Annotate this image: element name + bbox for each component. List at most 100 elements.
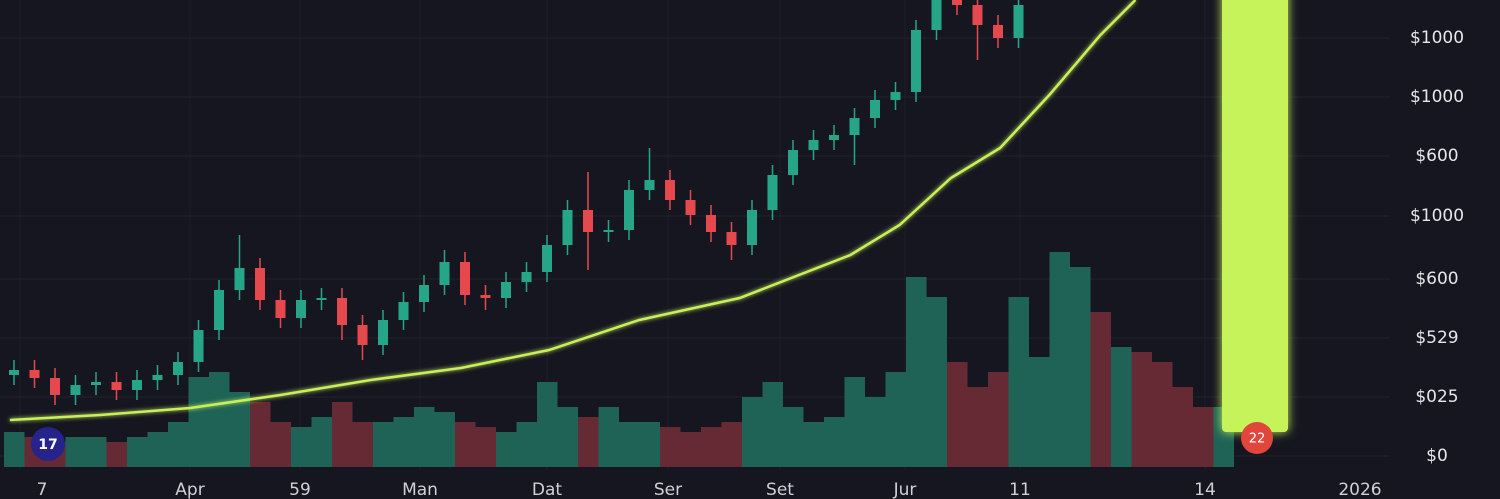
volume-bar [701, 427, 722, 467]
candle-body [398, 302, 409, 320]
volume-bar [1029, 357, 1050, 467]
volume-bar [106, 442, 127, 467]
volume-bar [783, 407, 804, 467]
volume-bar [1090, 312, 1111, 467]
candle-body [583, 210, 593, 232]
candle-body [849, 118, 860, 135]
volume-bar [352, 422, 373, 467]
volume-bar [967, 387, 988, 467]
price-label: $025 [1415, 387, 1458, 407]
price-label: $600 [1415, 146, 1458, 166]
candle-body [152, 375, 163, 380]
candle-body [685, 200, 696, 215]
volume-bar [988, 372, 1009, 467]
x-label: Dat [532, 480, 563, 499]
x-label: 14 [1194, 480, 1216, 499]
candle-body [9, 370, 19, 375]
price-label: $1000 [1410, 206, 1464, 226]
volume-bar [475, 427, 496, 467]
price-label: $1000 [1410, 28, 1464, 48]
candle-body [234, 268, 245, 290]
highlight-bar [1222, 0, 1288, 432]
volume-bar [455, 422, 476, 467]
x-label: 59 [289, 480, 311, 499]
volume-bar [721, 422, 742, 467]
candle-body [952, 0, 962, 5]
volume-bar [742, 397, 763, 467]
price-label: $600 [1415, 269, 1458, 289]
candle-body [665, 180, 675, 200]
candle-body [316, 298, 327, 300]
x-label: Apr [175, 480, 204, 499]
candle-body [501, 282, 511, 298]
volume-bar [229, 392, 250, 467]
price-badge-text: 22 [1249, 432, 1266, 447]
volume-bar [803, 422, 824, 467]
volume-bar [557, 407, 578, 467]
volume-bar [824, 417, 845, 467]
volume-bar [127, 437, 148, 467]
volume-bar [4, 432, 25, 467]
volume-bar [496, 432, 517, 467]
volume-bar [168, 422, 189, 467]
price-badge [1241, 422, 1273, 454]
candle-body [111, 382, 122, 390]
volume-bar [434, 412, 455, 467]
candle-body [603, 230, 614, 232]
candle-body [890, 92, 901, 100]
volume-bar [393, 417, 414, 467]
x-label: Jur [893, 480, 917, 499]
volume-bar [250, 402, 271, 467]
labels: $1000 $1000 $600 $1000 $600 $529 $025 $0 7 Apr 59 M… [37, 28, 1464, 499]
candle-body [480, 295, 491, 298]
volume-bar [1152, 362, 1173, 467]
volume-bar [680, 432, 701, 467]
price-label: $529 [1415, 328, 1458, 348]
logo-text: 17 [38, 437, 57, 453]
candle-body [296, 300, 306, 318]
candle-body [275, 300, 286, 318]
candle-body [91, 382, 101, 385]
candles [9, 0, 1024, 405]
candle-body [132, 380, 142, 390]
candle-body [70, 385, 81, 395]
candle-body [50, 378, 60, 395]
volume-bar [578, 417, 599, 467]
volume-bar [1070, 267, 1091, 467]
volume-bar [516, 422, 537, 467]
candle-body [870, 100, 880, 118]
logo-badge [31, 427, 65, 461]
candle-body [767, 175, 778, 210]
candle-body [972, 5, 983, 25]
volume-bar [537, 382, 558, 467]
candle-body [931, 0, 942, 30]
price-label: $0 [1426, 446, 1448, 466]
volume-bar [414, 407, 435, 467]
candle-body [29, 370, 40, 378]
volume-bar [926, 297, 947, 467]
candle-body [378, 320, 388, 345]
volume-bar [619, 422, 640, 467]
candle-body [419, 285, 429, 302]
volume-bar [947, 362, 968, 467]
volume-bar [65, 437, 86, 467]
candle-body [337, 298, 347, 325]
volume-bar [1008, 297, 1029, 467]
volume-bar [147, 432, 168, 467]
candle-body [439, 262, 450, 285]
price-label: $1000 [1410, 87, 1464, 107]
x-label: 11 [1009, 480, 1031, 499]
candle-body [808, 140, 819, 150]
volume-bar [1172, 387, 1193, 467]
candle-body [542, 245, 552, 272]
candle-body [193, 330, 204, 362]
x-label: 2026 [1338, 480, 1381, 499]
volume-bar [311, 417, 332, 467]
candle-body [357, 325, 368, 345]
candle-body [624, 190, 634, 230]
volume-bar [1131, 352, 1152, 467]
candle-body [706, 215, 716, 232]
volume-bar [906, 277, 927, 467]
volume-bar [291, 427, 312, 467]
